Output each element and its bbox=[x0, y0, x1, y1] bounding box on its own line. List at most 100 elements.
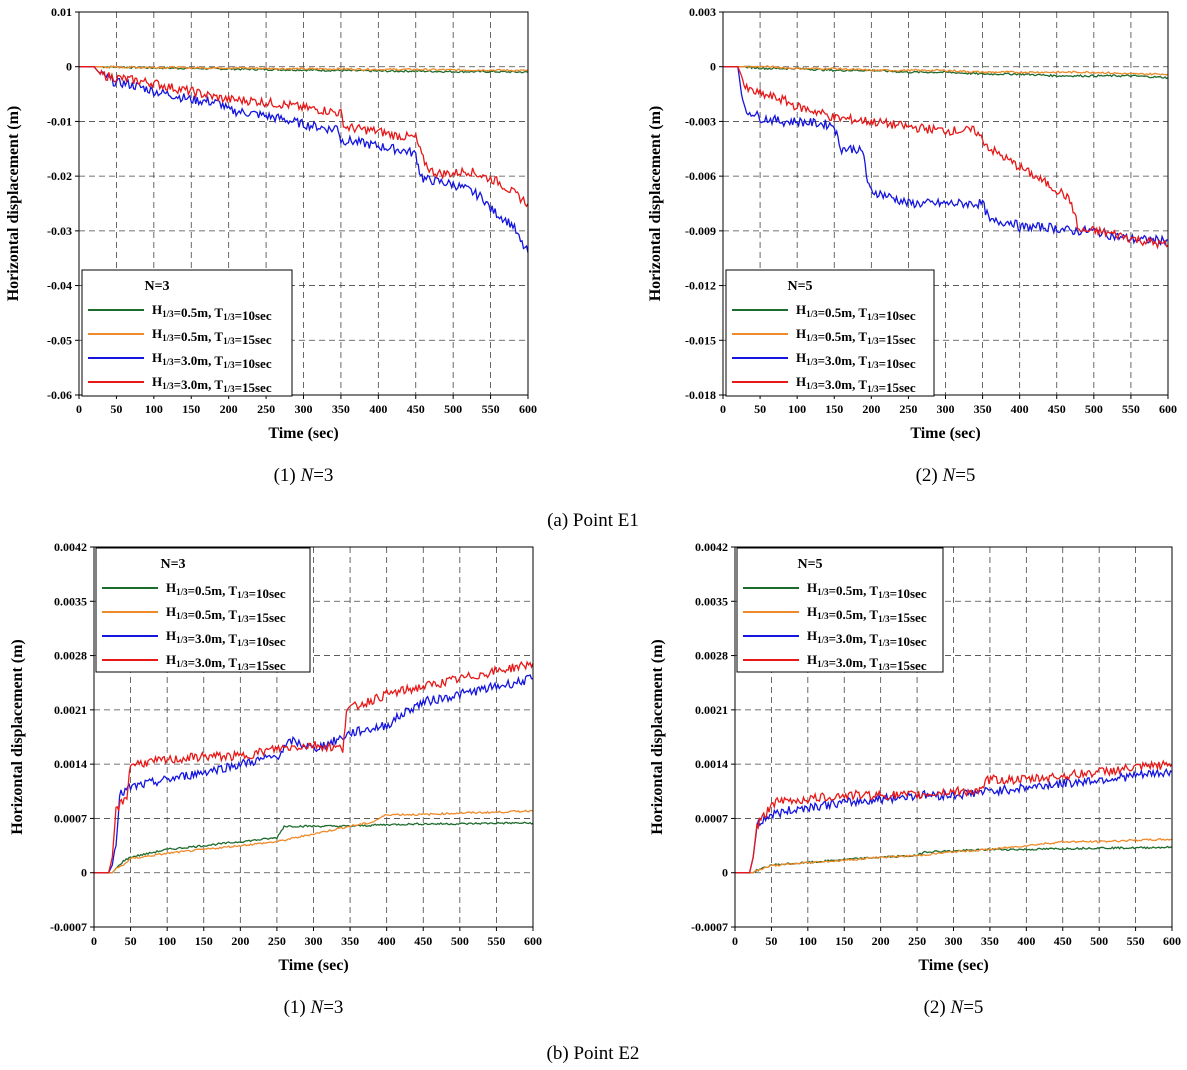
legend-label-1: H1/3=0.5m, T1/3=10sec bbox=[796, 302, 916, 323]
x-tick-label: 550 bbox=[482, 402, 500, 416]
x-tick-label: 500 bbox=[1085, 402, 1103, 416]
series-line-3 bbox=[94, 674, 534, 874]
y-tick-label: 0.0042 bbox=[54, 540, 87, 554]
x-tick-label: 350 bbox=[332, 402, 350, 416]
y-tick-label: -0.003 bbox=[685, 114, 716, 128]
series-group bbox=[94, 660, 534, 874]
y-tick-label: 0.0021 bbox=[54, 703, 87, 717]
y-tick-label: 0.0028 bbox=[54, 649, 87, 663]
legend-label-1: H1/3=0.5m, T1/3=10sec bbox=[166, 580, 286, 601]
x-tick-label: 200 bbox=[872, 934, 890, 948]
legend-box bbox=[736, 547, 944, 673]
x-tick-label: 400 bbox=[369, 402, 387, 416]
y-tick-label: 0 bbox=[710, 60, 716, 74]
x-tick-label: 300 bbox=[295, 402, 313, 416]
y-axis-label: Horizontal displacement (m) bbox=[9, 639, 26, 835]
panel-b1: 0 50 100 150 200 250 300 350 400 450 500 550 600 0.00… bbox=[9, 540, 542, 1018]
series-line-4 bbox=[79, 66, 529, 208]
series-line-4 bbox=[723, 66, 1169, 250]
x-tick-label: 300 bbox=[937, 402, 955, 416]
y-tick-label: 0 bbox=[81, 866, 87, 880]
x-tick-label: 600 bbox=[519, 402, 537, 416]
series-line-2 bbox=[79, 65, 529, 72]
series-line-3 bbox=[723, 66, 1168, 246]
legend-label-2: H1/3=0.5m, T1/3=15sec bbox=[166, 604, 286, 625]
legend-label-2: H1/3=0.5m, T1/3=15sec bbox=[796, 326, 916, 347]
x-tick-label: 550 bbox=[487, 934, 505, 948]
legend-label-3: H1/3=3.0m, T1/3=10sec bbox=[152, 350, 272, 371]
legend-label-3: H1/3=3.0m, T1/3=10sec bbox=[807, 628, 927, 649]
x-tick-label: 450 bbox=[414, 934, 432, 948]
legend-title: N=5 bbox=[787, 279, 812, 294]
x-tick-label: 350 bbox=[981, 934, 999, 948]
x-tick-label: 600 bbox=[524, 934, 542, 948]
x-tick-label: 0 bbox=[720, 402, 726, 416]
series-line-3 bbox=[79, 66, 529, 253]
legend-label-1: H1/3=0.5m, T1/3=10sec bbox=[807, 580, 927, 601]
x-tick-label: 250 bbox=[257, 402, 275, 416]
legend: N=3 H1/3=0.5m, T1/3=10sec H1/3=0.5m, T1/3=… bbox=[81, 269, 293, 397]
series-line-4 bbox=[735, 759, 1173, 874]
y-axis-label: Horizontal displacement (m) bbox=[5, 106, 22, 302]
y-tick-label: -0.018 bbox=[685, 388, 716, 402]
group-caption-a: (a) Point E1 bbox=[547, 510, 639, 531]
series-group bbox=[723, 65, 1169, 250]
y-tick-label: 0 bbox=[66, 60, 72, 74]
x-tick-label: 450 bbox=[1054, 934, 1072, 948]
legend-label-4: H1/3=3.0m, T1/3=15sec bbox=[807, 652, 927, 673]
x-tick-label: 300 bbox=[305, 934, 323, 948]
y-tick-label: 0.01 bbox=[51, 5, 72, 19]
x-tick-label: 400 bbox=[378, 934, 396, 948]
y-tick-label: 0.0007 bbox=[695, 811, 728, 825]
x-tick-label: 550 bbox=[1122, 402, 1140, 416]
x-tick-label: 600 bbox=[1159, 402, 1177, 416]
x-tick-label: 100 bbox=[145, 402, 163, 416]
y-tick-label: -0.0007 bbox=[50, 920, 87, 934]
x-tick-label: 50 bbox=[110, 402, 122, 416]
y-tick-label: -0.006 bbox=[685, 169, 716, 183]
x-tick-label: 400 bbox=[1011, 402, 1029, 416]
legend-label-3: H1/3=3.0m, T1/3=10sec bbox=[166, 628, 286, 649]
legend-label-4: H1/3=3.0m, T1/3=15sec bbox=[152, 374, 272, 395]
legend-box bbox=[95, 547, 311, 673]
x-axis-label: Time (sec) bbox=[268, 425, 338, 442]
series-line-2 bbox=[723, 65, 1169, 76]
x-tick-label: 150 bbox=[835, 934, 853, 948]
y-tick-label: 0.0035 bbox=[695, 594, 728, 608]
panel-a1: 0 50 100 150 200 250 300 350 400 450 500 550 600 0.01… bbox=[5, 5, 537, 486]
x-tick-label: 200 bbox=[220, 402, 238, 416]
series-line-1 bbox=[94, 821, 534, 874]
y-tick-label: -0.03 bbox=[47, 224, 72, 238]
y-tick-label: -0.01 bbox=[47, 114, 72, 128]
legend-label-1: H1/3=0.5m, T1/3=10sec bbox=[152, 302, 272, 323]
legend-label-3: H1/3=3.0m, T1/3=10sec bbox=[796, 350, 916, 371]
y-tick-label: -0.05 bbox=[47, 333, 72, 347]
x-tick-label: 600 bbox=[1163, 934, 1181, 948]
x-tick-label: 250 bbox=[908, 934, 926, 948]
legend: N=5 H1/3=0.5m, T1/3=10sec H1/3=0.5m, T1/3=… bbox=[736, 547, 944, 673]
x-tick-label: 50 bbox=[765, 934, 777, 948]
subcaption: (2) N=5 bbox=[924, 997, 984, 1018]
x-tick-label: 200 bbox=[231, 934, 249, 948]
x-tick-label: 50 bbox=[125, 934, 137, 948]
x-tick-label: 450 bbox=[1048, 402, 1066, 416]
subcaption: (1) N=3 bbox=[274, 465, 334, 486]
legend-label-2: H1/3=0.5m, T1/3=15sec bbox=[807, 604, 927, 625]
x-tick-label: 500 bbox=[451, 934, 469, 948]
legend-label-2: H1/3=0.5m, T1/3=15sec bbox=[152, 326, 272, 347]
x-tick-label: 500 bbox=[444, 402, 462, 416]
series-line-1 bbox=[79, 65, 529, 74]
y-tick-label: 0.0028 bbox=[695, 649, 728, 663]
x-tick-label: 50 bbox=[754, 402, 766, 416]
x-axis-label: Time (sec) bbox=[910, 425, 980, 442]
y-tick-label: -0.0007 bbox=[691, 920, 728, 934]
x-tick-label: 150 bbox=[195, 934, 213, 948]
legend: N=5 H1/3=0.5m, T1/3=10sec H1/3=0.5m, T1/3=… bbox=[725, 269, 935, 397]
series-group bbox=[735, 759, 1173, 874]
y-tick-label: -0.009 bbox=[685, 224, 716, 238]
legend-label-4: H1/3=3.0m, T1/3=15sec bbox=[796, 374, 916, 395]
y-tick-label: -0.015 bbox=[685, 333, 716, 347]
legend: N=3 H1/3=0.5m, T1/3=10sec H1/3=0.5m, T1/3=… bbox=[95, 547, 311, 673]
x-tick-label: 300 bbox=[945, 934, 963, 948]
